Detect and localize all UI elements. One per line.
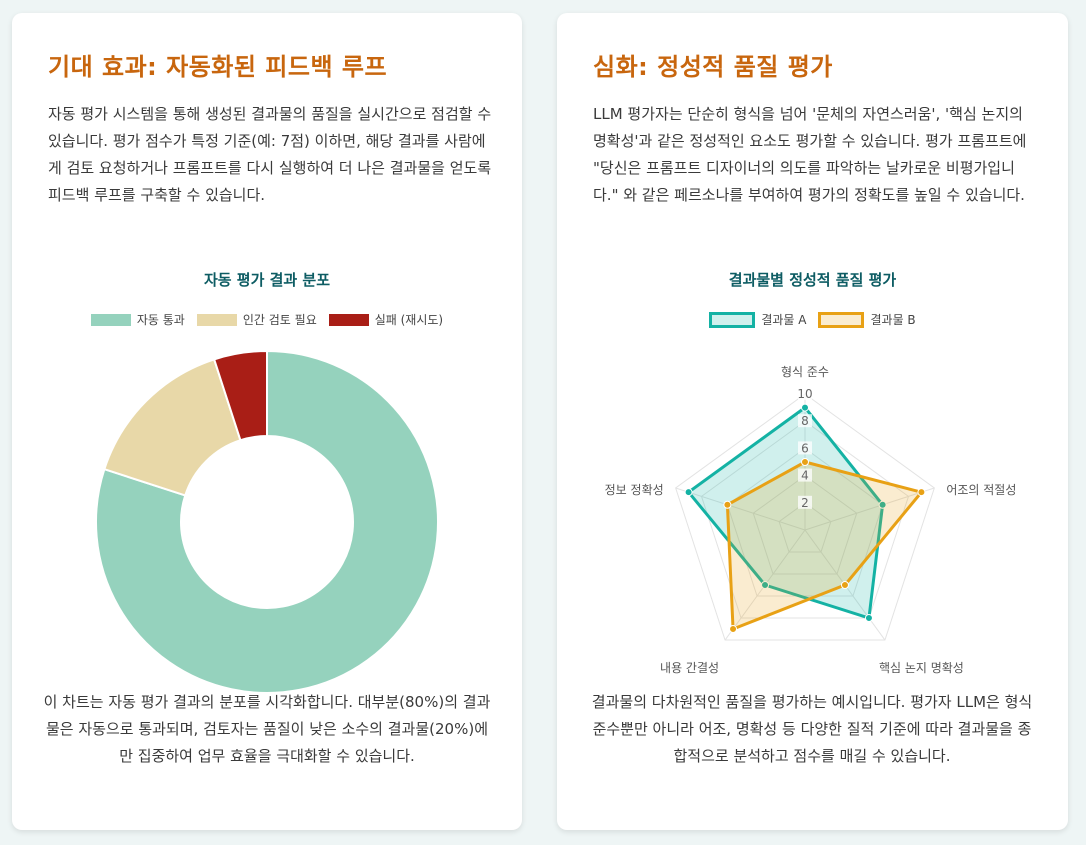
radar-chart-title: 결과물별 정성적 품질 평가 [728, 271, 897, 289]
radar-point-0-4[interactable] [684, 488, 693, 497]
radar-point-1-3[interactable] [729, 625, 738, 634]
donut-chart [95, 349, 439, 694]
radar-tick-bg [798, 495, 812, 509]
radar-legend[interactable]: 결과물 A 결과물 B [557, 311, 1068, 328]
radar-tick-bg [798, 468, 812, 482]
legend-label: 인간 검토 필요 [242, 313, 317, 327]
radar-tick-label: 6 [801, 441, 809, 455]
legend-item-pass[interactable]: 자동 통과 [90, 311, 185, 328]
card-title: 심화: 정성적 품질 평가 [593, 53, 833, 81]
card-intro: LLM 평가자는 단순히 형식을 넘어 '문체의 자연스러움', '핵심 논지의… [593, 105, 1027, 204]
radar-tick-label: 4 [801, 469, 809, 483]
card-intro: 자동 평가 시스템을 통해 생성된 결과물의 품질을 실시간으로 점검할 수 있… [48, 105, 492, 204]
radar-point-1-4[interactable] [723, 500, 732, 509]
donut-slice-2[interactable] [212, 349, 268, 442]
radar-tick-label: 2 [801, 496, 809, 510]
legend-label: 결과물 A [761, 313, 807, 327]
radar-tick-bg [798, 441, 812, 455]
legend-label: 자동 통과 [136, 313, 185, 327]
legend-swatch [196, 313, 237, 326]
auto-feedback-card: 기대 효과: 자동화된 피드백 루프 자동 평가 시스템을 통해 생성된 결과물… [12, 13, 522, 830]
radar-axis-label: 내용 간결성 [660, 661, 719, 675]
radar-series-0[interactable] [686, 405, 885, 620]
radar-tick-bg [798, 387, 812, 400]
chart-caption: 결과물의 다차원적인 품질을 평가하는 예시입니다. 평가자 LLM은 형식 준… [591, 693, 1033, 765]
donut-legend[interactable]: 자동 통과 인간 검토 필요 실패 (재시도) [12, 311, 522, 328]
legend-swatch [328, 313, 369, 326]
radar-point-1-1[interactable] [917, 488, 926, 497]
radar-axis-label: 형식 준수 [781, 365, 829, 379]
donut-slice-0[interactable] [95, 349, 439, 694]
radar-point-0-3[interactable] [761, 581, 770, 590]
donut-chart-title: 자동 평가 결과 분포 [203, 271, 331, 289]
legend-item-result-a[interactable]: 결과물 A [709, 311, 806, 328]
radar-axis-label: 핵심 논지 명확성 [879, 661, 964, 675]
radar-axis-label: 어조의 적절성 [946, 483, 1016, 497]
radar-tick-bg [798, 414, 812, 428]
radar-point-0-0[interactable] [801, 403, 809, 412]
legend-item-result-b[interactable]: 결과물 B [818, 311, 916, 328]
radar-tick-label: 10 [797, 387, 812, 401]
legend-swatch [709, 311, 756, 328]
legend-label: 실패 (재시도) [374, 313, 444, 327]
legend-item-fail[interactable]: 실패 (재시도) [328, 311, 444, 328]
radar-point-0-1[interactable] [878, 500, 887, 509]
chart-caption: 이 차트는 자동 평가 결과의 분포를 시각화합니다. 대부분(80%)의 결과… [43, 693, 491, 765]
radar-tick-label: 8 [801, 414, 809, 428]
radar-point-1-2[interactable] [840, 581, 849, 590]
card-title: 기대 효과: 자동화된 피드백 루프 [48, 53, 388, 81]
legend-swatch [90, 313, 131, 326]
radar-point-1-0[interactable] [801, 458, 809, 466]
radar-axis-label: 정보 정확성 [605, 483, 664, 497]
legend-swatch [818, 311, 865, 328]
qualitative-eval-card: 심화: 정성적 품질 평가 LLM 평가자는 단순히 형식을 넘어 '문체의 자… [557, 13, 1068, 830]
radar-point-0-2[interactable] [864, 614, 873, 623]
legend-label: 결과물 B [870, 313, 916, 327]
radar-series-1[interactable] [725, 460, 925, 632]
legend-item-review[interactable]: 인간 검토 필요 [196, 311, 317, 328]
